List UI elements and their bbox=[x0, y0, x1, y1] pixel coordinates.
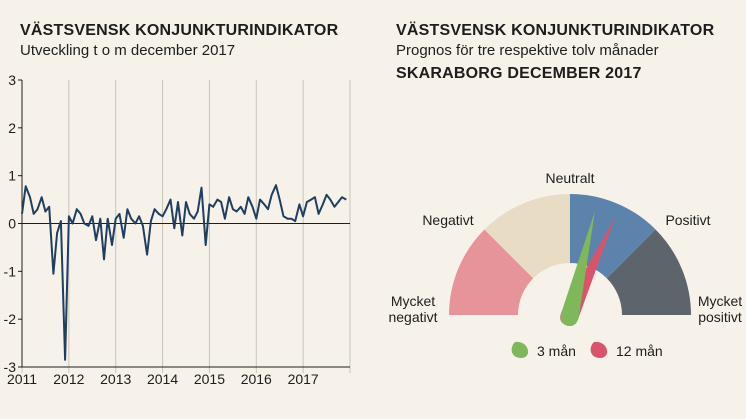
right-chart-region: SKARABORG DECEMBER 2017 bbox=[396, 65, 642, 82]
y-tick-label: 3 bbox=[8, 72, 16, 88]
y-tick-label: 2 bbox=[8, 120, 16, 136]
y-tick-label: -1 bbox=[4, 263, 17, 279]
y-tick-label: 1 bbox=[8, 168, 16, 184]
x-tick-label: 2014 bbox=[147, 371, 178, 387]
legend-swatch-0 bbox=[511, 341, 529, 358]
legend-label-1: 12 mån bbox=[616, 343, 663, 359]
right-chart-title: VÄSTSVENSK KONJUNKTURINDIKATOR bbox=[396, 22, 715, 39]
right-chart-subtitle: Prognos för tre respektive tolv månader bbox=[396, 42, 659, 59]
gauge-segment-0 bbox=[449, 229, 534, 315]
gauge-label-2: Neutralt bbox=[545, 170, 594, 186]
x-tick-label: 2016 bbox=[241, 371, 272, 387]
gauge-chart: Mycket negativt Negativt Neutralt Positivt My… bbox=[388, 170, 742, 359]
gauge-segment-2 bbox=[570, 194, 656, 279]
needle-3-mån bbox=[560, 210, 595, 327]
legend-swatch-1 bbox=[590, 341, 608, 358]
x-tick-label: 2015 bbox=[194, 371, 225, 387]
left-chart-title: VÄSTSVENSK KONJUNKTURINDIKATOR bbox=[20, 22, 339, 39]
x-tick-label: 2013 bbox=[100, 371, 131, 387]
legend-label-0: 3 mån bbox=[537, 343, 576, 359]
left-chart-subtitle: Utveckling t o m december 2017 bbox=[20, 42, 236, 59]
x-tick-label: 2011 bbox=[7, 371, 37, 387]
x-tick-label: 2017 bbox=[288, 371, 319, 387]
gauge-segment-3 bbox=[606, 229, 691, 315]
y-tick-label: -3 bbox=[4, 359, 17, 375]
gauge-label-3: Positivt bbox=[665, 212, 710, 228]
gauge-label-4: Mycket positivt bbox=[698, 293, 742, 325]
gauge-label-0: Mycket negativt bbox=[388, 293, 437, 325]
gauge-label-1: Negativt bbox=[422, 212, 473, 228]
series-line-0 bbox=[21, 184, 347, 361]
gauge-segment-1 bbox=[484, 194, 570, 279]
x-tick-label: 2012 bbox=[53, 371, 84, 387]
y-tick-label: 0 bbox=[8, 216, 16, 232]
y-tick-label: -2 bbox=[4, 311, 17, 327]
